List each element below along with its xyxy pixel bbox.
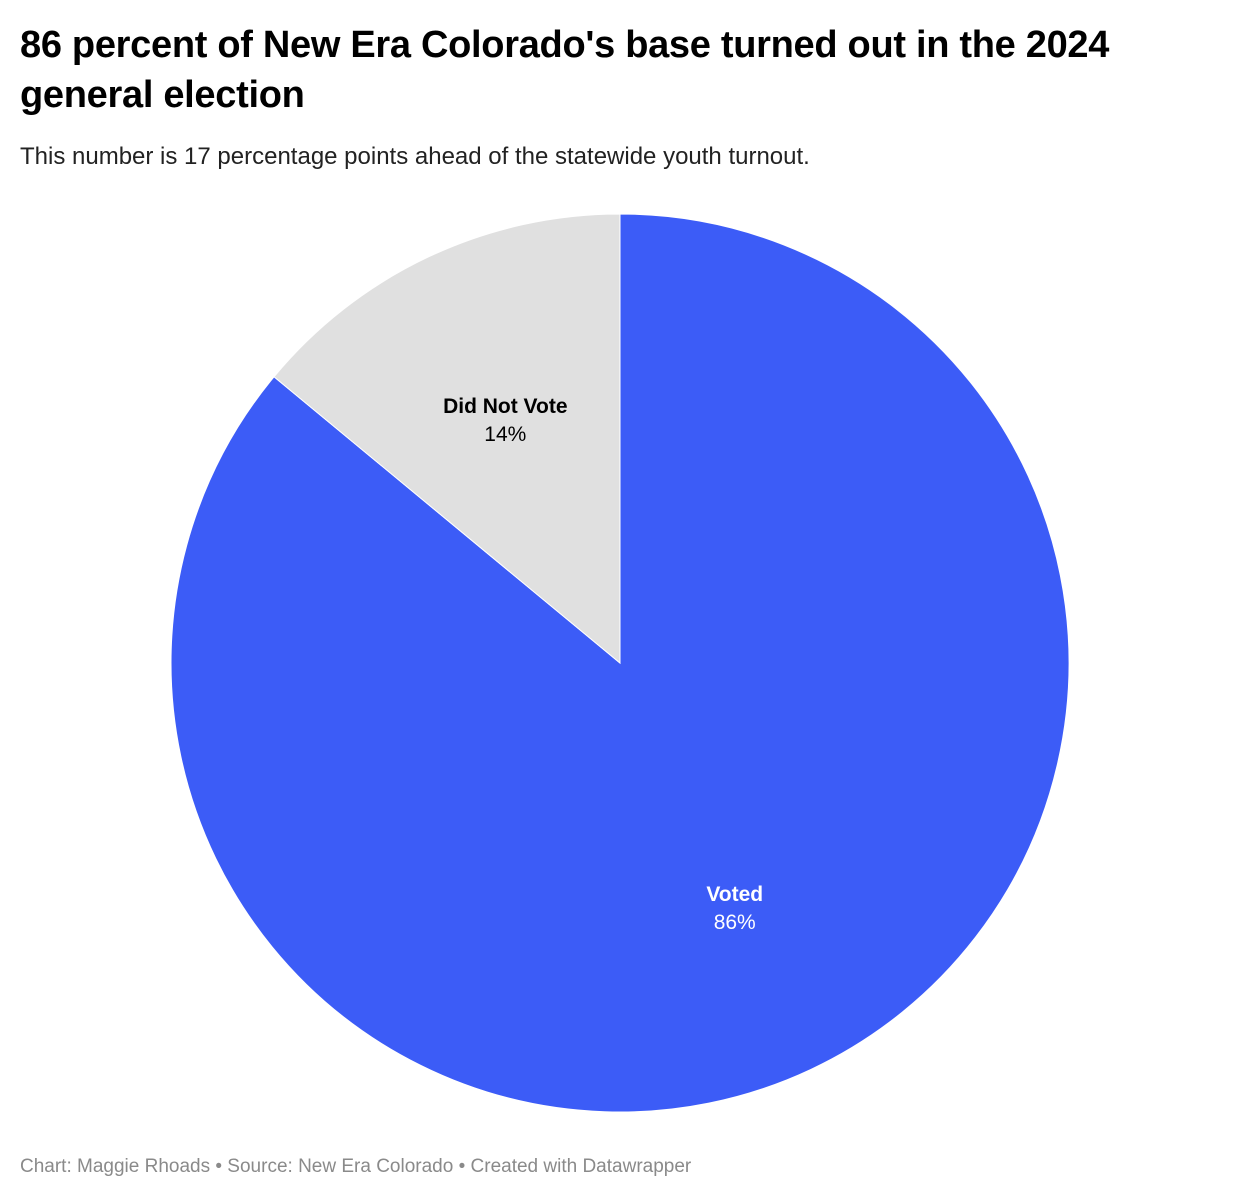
chart-footer: Chart: Maggie Rhoads • Source: New Era C… <box>20 1156 692 1177</box>
pie-slice-did-not-vote <box>273 213 621 665</box>
slice-value-voted: 86% <box>714 911 756 934</box>
slice-label-did-not-vote: Did Not Vote <box>443 395 567 418</box>
slice-label-voted: Voted <box>706 883 763 906</box>
chart-title: 86 percent of New Era Colorado's base tu… <box>20 24 1110 116</box>
slice-value-did-not-vote: 14% <box>484 423 526 446</box>
chart-subtitle: This number is 17 percentage points ahea… <box>20 143 810 170</box>
